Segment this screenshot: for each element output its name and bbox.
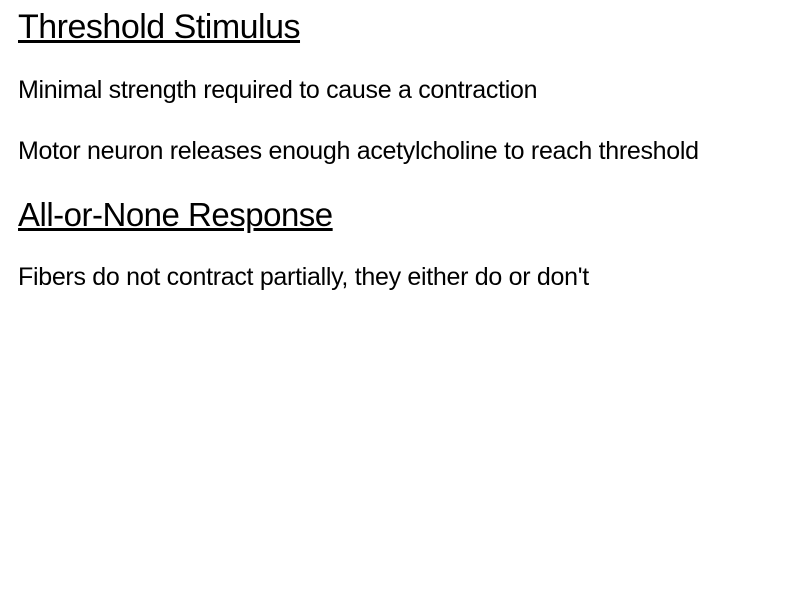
section-heading-all-or-none: All-or-None Response bbox=[18, 196, 782, 234]
section-heading-threshold: Threshold Stimulus bbox=[18, 8, 782, 47]
paragraph-definition: Minimal strength required to cause a con… bbox=[18, 75, 782, 106]
paragraph-all-or-none: Fibers do not contract partially, they e… bbox=[18, 262, 782, 293]
paragraph-mechanism: Motor neuron releases enough acetylcholi… bbox=[18, 136, 782, 167]
